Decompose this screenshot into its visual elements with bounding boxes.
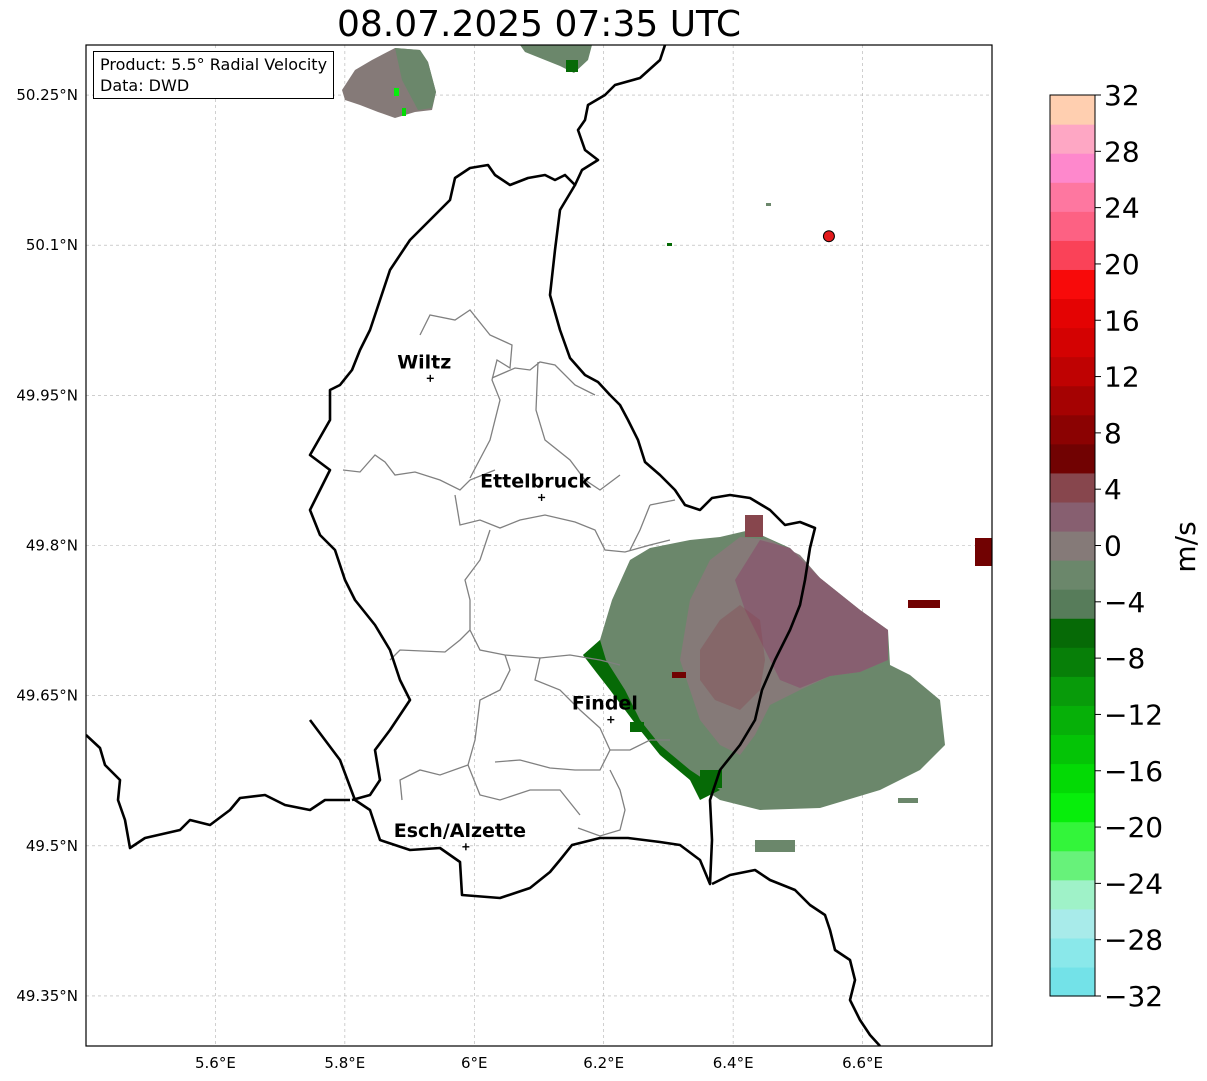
radar-site-marker [822, 230, 835, 243]
colorbar-tick-label: −28 [1104, 924, 1163, 957]
lon-tick-label: 5.8°E [324, 1054, 365, 1072]
lon-tick-label: 6.2°E [583, 1054, 624, 1072]
colorbar-block [1050, 240, 1095, 270]
colorbar-block [1050, 153, 1095, 183]
colorbar-tick-label: 8 [1104, 417, 1122, 450]
product-text: Product: 5.5° Radial Velocity [100, 55, 328, 74]
colorbar-tick-label: 4 [1104, 473, 1122, 506]
city-marker: Esch/Alzette [394, 820, 526, 851]
colorbar-block [1050, 560, 1095, 590]
colorbar-block [1050, 589, 1095, 619]
colorbar-tick-label: 0 [1104, 530, 1122, 563]
colorbar-ticks: 32 28 24 20 16 12 8 4 0 −4 −8 −12 −16 −20 −24 −28 −32 [1095, 79, 1163, 1013]
colorbar-block [1050, 298, 1095, 329]
city-marker: Findel [572, 693, 638, 724]
canton-borders [342, 309, 676, 837]
colorbar-tick-label: −16 [1104, 755, 1163, 788]
lat-tick-label: 49.95°N [16, 386, 78, 404]
colorbar-block [1050, 182, 1095, 212]
info-box: Product: 5.5° Radial Velocity Data: DWD [93, 51, 335, 99]
radar-echo-main-cell [583, 530, 945, 810]
national-borders [86, 45, 881, 1046]
colorbar-block [1050, 443, 1095, 474]
colorbar-tick-label: −24 [1104, 867, 1163, 900]
colorbar-block [1050, 124, 1095, 154]
colorbar-block [1050, 501, 1095, 532]
map-frame [85, 44, 993, 1047]
city-label: Ettelbruck [480, 470, 591, 492]
city-marker: Ettelbruck [480, 470, 591, 501]
colorbar-block [1050, 356, 1095, 387]
colorbar-block [1050, 269, 1095, 300]
latitude-labels: 50.25°N 50.1°N 49.95°N 49.8°N 49.65°N 49.5°N 4… [16, 86, 78, 1005]
data-source-text: Data: DWD [100, 76, 190, 95]
colorbar-block [1050, 618, 1095, 648]
colorbar-block [1050, 211, 1095, 241]
colorbar-block [1050, 95, 1095, 125]
colorbar-block [1050, 908, 1095, 939]
longitude-labels: 5.6°E 5.8°E 6°E 6.2°E 6.4°E 6.6°E [195, 1054, 883, 1072]
colorbar-tick-label: −4 [1104, 586, 1145, 619]
colorbar-block [1050, 530, 1095, 561]
colorbar-block [1050, 879, 1095, 910]
lat-tick-label: 50.1°N [26, 236, 78, 254]
colorbar-block [1050, 385, 1095, 416]
colorbar-blocks [1050, 95, 1095, 997]
colorbar-tick-label: −8 [1104, 642, 1145, 675]
colorbar-block [1050, 937, 1095, 968]
colorbar-block [1050, 327, 1095, 358]
colorbar-block [1050, 821, 1095, 852]
colorbar-block [1050, 734, 1095, 765]
colorbar-block [1050, 647, 1095, 677]
colorbar-tick-label: 24 [1104, 192, 1140, 225]
colorbar-block [1050, 763, 1095, 794]
colorbar-unit-label: m/s [1169, 521, 1202, 572]
radar-echo-northwest [342, 45, 592, 118]
germany-france-border [711, 868, 881, 1046]
germany-border [573, 45, 667, 186]
city-label: Findel [572, 693, 638, 715]
lon-tick-label: 6.6°E [842, 1054, 883, 1072]
france-belgium-border [86, 734, 350, 850]
lat-tick-label: 49.8°N [26, 537, 78, 555]
map-title: 08.07.2025 07:35 UTC [336, 4, 742, 45]
colorbar-block [1050, 676, 1095, 706]
colorbar-block [1050, 414, 1095, 445]
colorbar-block [1050, 966, 1095, 997]
colorbar-tick-label: 28 [1104, 135, 1140, 168]
colorbar-tick-label: 16 [1104, 304, 1140, 337]
city-label: Wiltz [397, 351, 451, 373]
colorbar-block [1050, 472, 1095, 503]
luxembourg-border [308, 163, 817, 900]
city-label: Esch/Alzette [394, 820, 526, 842]
colorbar-tick-label: −12 [1104, 698, 1163, 731]
colorbar-block [1050, 792, 1095, 823]
colorbar-block [1050, 705, 1095, 736]
city-markers: Wiltz Ettelbruck Findel Esch/Alzette [394, 351, 638, 851]
colorbar-block [1050, 850, 1095, 881]
colorbar-tick-label: −20 [1104, 811, 1163, 844]
radar-echo-scattered [667, 203, 992, 852]
lat-tick-label: 49.5°N [26, 837, 78, 855]
colorbar-tick-label: 12 [1104, 361, 1140, 394]
lon-tick-label: 6°E [461, 1054, 488, 1072]
colorbar-tick-label: 20 [1104, 248, 1140, 281]
colorbar-tick-label: −32 [1104, 980, 1163, 1013]
lat-tick-label: 49.35°N [16, 987, 78, 1005]
colorbar-tick-label: 32 [1104, 79, 1140, 112]
lon-tick-label: 6.4°E [713, 1054, 754, 1072]
lon-tick-label: 5.6°E [195, 1054, 236, 1072]
lat-tick-label: 50.25°N [16, 86, 78, 104]
city-marker: Wiltz [397, 351, 451, 382]
lat-tick-label: 49.65°N [16, 687, 78, 705]
